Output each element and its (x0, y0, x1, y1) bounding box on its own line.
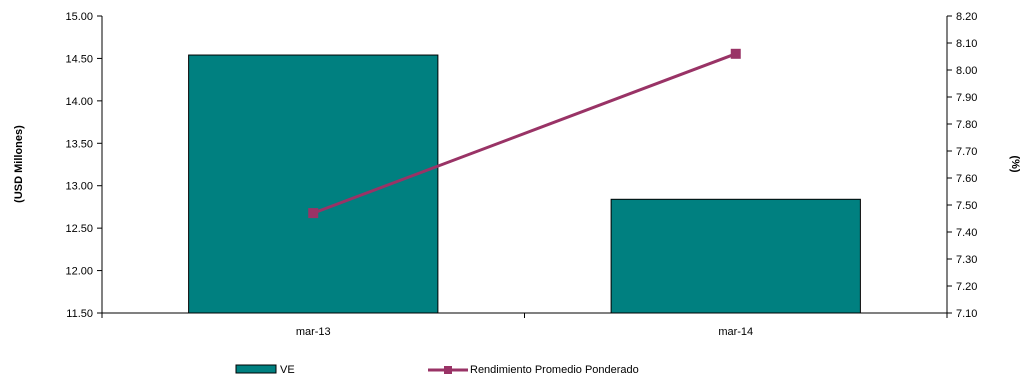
y-right-tick-label: 7.30 (956, 254, 977, 266)
y-left-tick-label: 13.00 (65, 181, 93, 193)
y-right-tick-label: 8.00 (956, 65, 977, 77)
y-axis-right-label: (%) (1009, 155, 1021, 172)
y-left-tick-label: 11.50 (66, 308, 93, 320)
y-right-tick-label: 7.40 (956, 227, 977, 239)
y-left-tick-label: 14.50 (65, 53, 93, 65)
marker-rendimiento-mar-14 (730, 48, 741, 59)
y-left-tick-label: 15.00 (65, 11, 93, 23)
y-axis-left-label: (USD Millones) (13, 125, 25, 203)
y-left-tick-label: 12.00 (65, 266, 93, 278)
x-tick-label-mar-14: mar-14 (718, 326, 753, 338)
x-tick-label-mar-13: mar-13 (296, 326, 331, 338)
bar-ve-mar-13 (188, 54, 439, 314)
marker-rendimiento-mar-13 (308, 208, 319, 219)
bar-ve-mar-14 (610, 198, 861, 314)
y-left-tick-label: 13.50 (65, 138, 93, 150)
legend-label-rendimiento: Rendimiento Promedio Ponderado (470, 364, 639, 376)
legend-swatch-ve (235, 364, 277, 374)
y-right-tick-label: 8.20 (956, 11, 977, 23)
y-right-tick-label: 7.10 (956, 308, 977, 320)
y-right-tick-label: 7.70 (956, 146, 977, 158)
line-rendimiento-promedio-ponderado (312, 52, 737, 215)
y-right-tick-label: 7.60 (956, 173, 977, 185)
y-left-tick-label: 14.00 (65, 96, 93, 108)
y-right-tick-label: 7.90 (956, 92, 977, 104)
y-right-tick-label: 7.20 (956, 281, 977, 293)
legend-swatch-rendimiento-marker (444, 366, 452, 374)
y-left-tick-label: 12.50 (65, 223, 93, 235)
y-right-tick-label: 7.50 (956, 200, 977, 212)
legend-label-ve: VE (280, 364, 295, 376)
y-right-tick-label: 8.10 (956, 38, 977, 50)
legend: VE Rendimiento Promedio Ponderado (235, 364, 639, 376)
y-right-tick-label: 7.80 (956, 119, 977, 131)
